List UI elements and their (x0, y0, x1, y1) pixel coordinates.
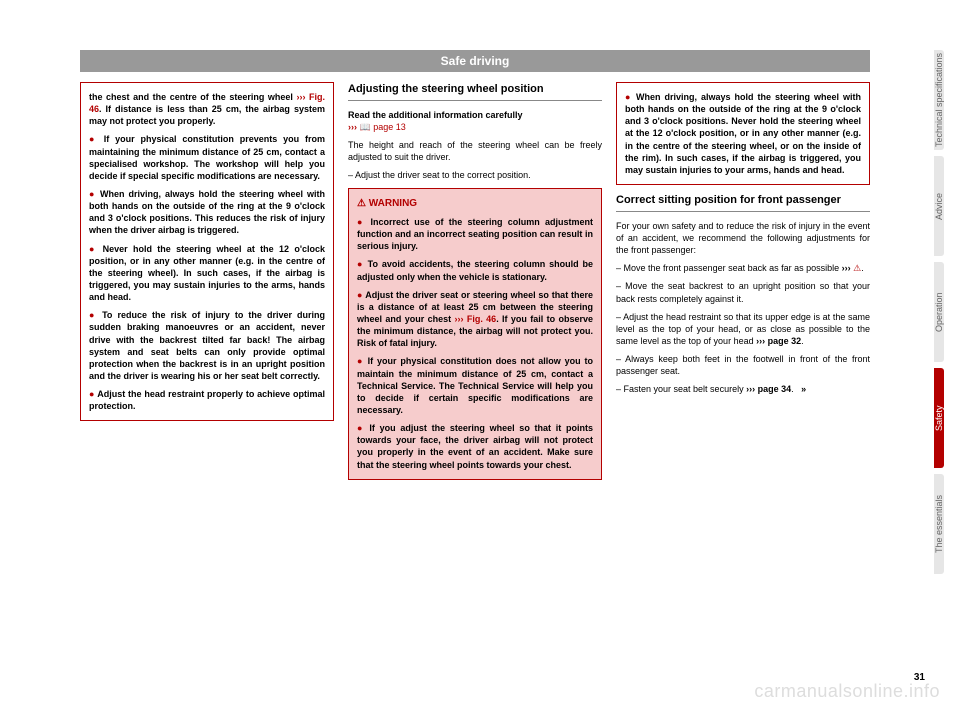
tab-advice[interactable]: Advice (934, 156, 944, 256)
box1-b1: If your physical constitution prevents y… (89, 133, 325, 182)
column-2: Adjusting the steering wheel position Re… (348, 82, 602, 488)
tab-operation[interactable]: Operation (934, 262, 944, 362)
col3-d3ref: ››› page 32 (756, 336, 801, 346)
warn-b4: If your physical constitution does not a… (357, 355, 593, 416)
warn-b2: To avoid accidents, the steering column … (357, 258, 593, 282)
warn-b1: Incorrect use of the steering column adj… (357, 216, 593, 252)
col3-d3a: Adjust the head restraint so that its up… (616, 312, 870, 346)
warn-b5: If you adjust the steering wheel so that… (357, 422, 593, 471)
col3-d5a: Fasten your seat belt securely (624, 384, 747, 394)
col3-d2: Move the seat backrest to an upright pos… (616, 280, 870, 304)
box1-b5: Adjust the head restraint properly to ac… (89, 388, 325, 412)
col2-intro: Read the additional information carefull… (348, 110, 523, 120)
box1-p1a: the chest and the centre of the steering… (89, 92, 296, 102)
watermark: carmanualsonline.info (754, 681, 940, 702)
warning-label: WARNING (369, 198, 417, 209)
warning-box-cont-top: When driving, always hold the steering w… (616, 82, 870, 185)
warn-b3ref: ››› Fig. 46 (454, 314, 496, 324)
column-1: the chest and the centre of the steering… (80, 82, 334, 488)
col2-d1: Adjust the driver seat to the correct po… (348, 169, 602, 181)
tab-essentials[interactable]: The essentials (934, 474, 944, 574)
col3-topwarn: When driving, always hold the steering w… (625, 91, 861, 176)
box1-b3: Never hold the steering wheel at the 12 … (89, 243, 325, 304)
col3-d5ref: ››› page 34 (746, 384, 791, 394)
tab-safety[interactable]: Safety (934, 368, 944, 468)
section-header: Safe driving (80, 50, 870, 72)
box1-b2: When driving, always hold the steering w… (89, 188, 325, 237)
tab-technical-specifications[interactable]: Technical specifications (934, 50, 944, 150)
continue-icon: » (801, 384, 806, 394)
col3-d1ref: ››› (842, 263, 851, 273)
col2-p1: The height and reach of the steering whe… (348, 139, 602, 163)
warning-box: ⚠ WARNING Incorrect use of the steering … (348, 188, 602, 480)
column-3: When driving, always hold the steering w… (616, 82, 870, 488)
col2-intro-ref: page 13 (373, 122, 406, 132)
box1-b4: To reduce the risk of injury to the driv… (89, 309, 325, 382)
box1-p1b: . If distance is less than 25 cm, the ai… (89, 104, 325, 126)
col3-p1: For your own safety and to reduce the ri… (616, 220, 870, 256)
col2-heading: Adjusting the steering wheel position (348, 82, 602, 101)
side-tabs: Technical specifications Advice Operatio… (934, 50, 960, 580)
warning-box-continued: the chest and the centre of the steering… (80, 82, 334, 421)
col3-d4: Always keep both feet in the footwell in… (616, 353, 870, 377)
book-icon: ››› 📖 (348, 122, 373, 132)
warning-icon: ⚠ (357, 198, 369, 209)
col3-heading: Correct sitting position for front passe… (616, 193, 870, 212)
col3-d1a: Move the front passenger seat back as fa… (624, 263, 842, 273)
warning-icon (851, 263, 862, 273)
